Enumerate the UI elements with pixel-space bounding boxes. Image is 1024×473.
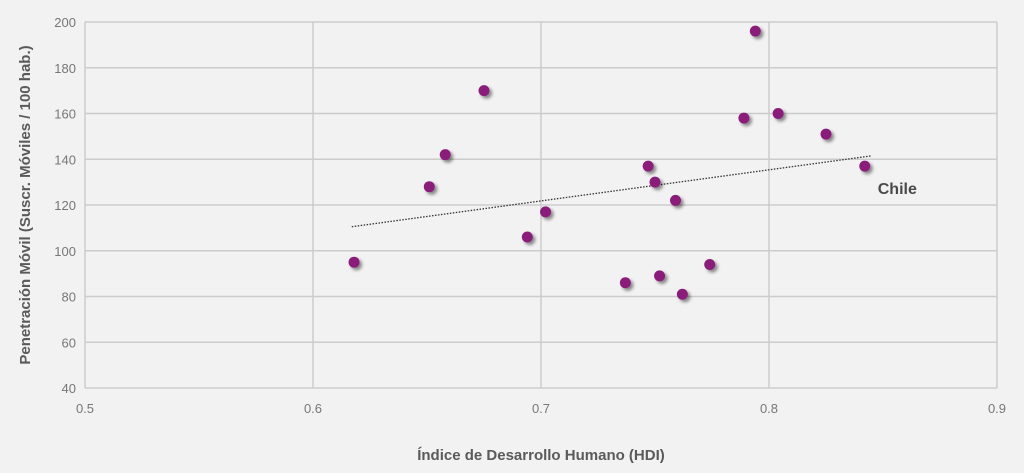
point-annotation: Chile — [878, 181, 917, 198]
y-tick-label: 60 — [62, 335, 76, 350]
data-point — [478, 85, 490, 97]
y-tick-label: 40 — [62, 381, 76, 396]
x-tick-label: 0.9 — [988, 401, 1006, 416]
data-point — [670, 194, 682, 206]
data-point — [521, 231, 533, 243]
y-tick-label: 140 — [54, 152, 76, 167]
trend-line — [351, 155, 872, 228]
y-tick-label: 160 — [54, 107, 76, 122]
data-point — [540, 206, 552, 218]
y-axis-title: Penetración Móvil (Suscr. Móviles / 100 … — [17, 45, 34, 364]
data-point — [772, 108, 784, 119]
data-point — [423, 181, 435, 193]
y-tick-label: 100 — [54, 244, 76, 259]
data-point — [676, 288, 688, 300]
data-point — [649, 176, 661, 188]
data-point — [820, 128, 832, 140]
y-tick-label: 80 — [62, 290, 76, 305]
data-point — [654, 270, 666, 282]
y-tick-label: 120 — [54, 198, 76, 213]
x-tick-label: 0.5 — [76, 401, 94, 416]
tick-labels: 40 60 80 100 120 140 160 180 200 0.5 0.6 0.7 0.8 0.9 — [54, 15, 1006, 416]
data-point — [749, 25, 761, 37]
data-point — [738, 112, 750, 124]
data-point — [619, 277, 631, 289]
data-point — [439, 149, 451, 161]
data-point — [704, 258, 716, 270]
x-axis-title: Índice de Desarrollo Humano (HDI) — [417, 447, 665, 464]
data-point — [859, 160, 871, 172]
x-tick-label: 0.7 — [532, 401, 550, 416]
data-point — [348, 256, 360, 268]
grid — [84, 21, 998, 389]
y-tick-label: 200 — [54, 15, 76, 30]
x-tick-label: 0.6 — [304, 401, 322, 416]
annotations: Chile — [878, 181, 917, 198]
y-tick-label: 180 — [54, 61, 76, 76]
x-tick-label: 0.8 — [760, 401, 778, 416]
data-points — [348, 25, 871, 300]
data-point — [642, 160, 654, 172]
